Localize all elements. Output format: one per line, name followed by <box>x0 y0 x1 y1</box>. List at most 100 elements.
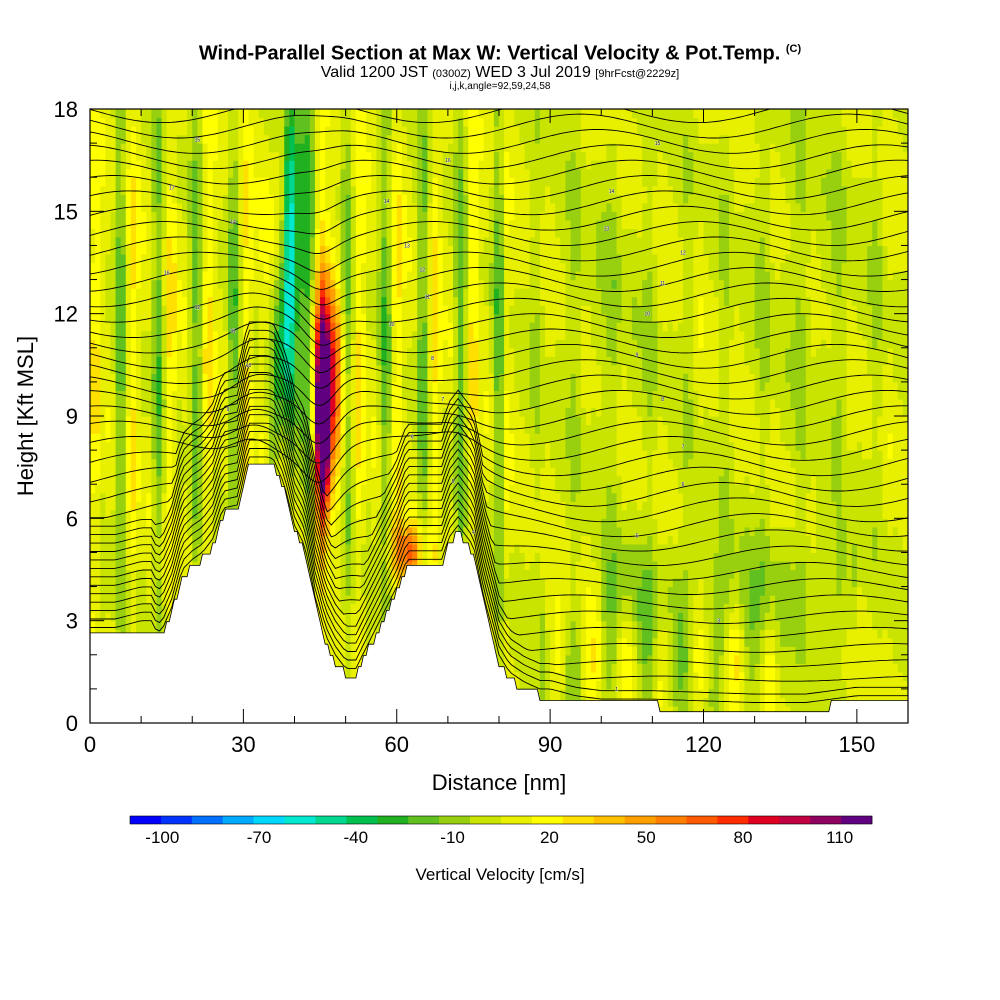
field-cell <box>422 126 429 136</box>
field-cell <box>350 313 357 323</box>
field-cell <box>345 663 352 673</box>
field-cell <box>253 381 260 392</box>
field-cell <box>233 160 239 170</box>
field-cell <box>299 492 306 502</box>
field-cell <box>401 202 408 212</box>
field-cell <box>391 279 398 289</box>
field-cell <box>417 450 423 460</box>
field-cell <box>386 535 393 545</box>
field-cell <box>176 458 183 468</box>
field-cell <box>401 117 408 127</box>
field-cell <box>406 219 413 229</box>
field-cell <box>115 390 122 400</box>
field-cell <box>202 262 209 272</box>
field-cell <box>335 236 342 247</box>
field-cell <box>243 424 250 434</box>
field-cell <box>146 211 152 221</box>
field-cell <box>110 526 117 536</box>
field-cell <box>345 219 352 229</box>
field-cell <box>304 288 311 298</box>
field-cell <box>258 322 265 332</box>
field-cell <box>90 356 96 366</box>
field-cell <box>304 134 311 144</box>
field-cell <box>371 271 377 281</box>
field-cell <box>350 407 357 417</box>
field-cell <box>422 194 429 204</box>
field-cell <box>376 296 383 306</box>
field-cell <box>120 271 127 281</box>
field-cell <box>197 245 204 255</box>
field-cell <box>391 211 398 221</box>
field-cell <box>422 535 429 545</box>
field-cell <box>386 569 393 579</box>
field-cell <box>417 381 423 392</box>
field-cell <box>396 330 403 340</box>
field-cell <box>130 569 137 579</box>
field-cell <box>412 330 418 340</box>
field-cell <box>161 313 168 323</box>
field-cell <box>207 253 214 264</box>
field-cell <box>330 433 336 443</box>
field-cell <box>381 160 388 170</box>
field-cell <box>156 475 163 485</box>
field-cell <box>376 398 383 409</box>
field-cell <box>345 612 352 622</box>
field-cell <box>350 526 357 536</box>
field-cell <box>156 543 163 554</box>
field-cell <box>156 578 163 588</box>
field-cell <box>355 484 362 494</box>
field-cell <box>263 211 270 221</box>
field-cell <box>345 416 352 426</box>
field-cell <box>217 151 224 161</box>
field-cell <box>284 194 290 204</box>
field-cell <box>366 219 372 229</box>
field-cell <box>105 194 112 204</box>
field-cell <box>100 168 106 178</box>
field-cell <box>412 177 418 187</box>
field-cell <box>197 526 204 536</box>
field-cell <box>207 492 214 502</box>
field-cell <box>253 109 260 119</box>
field-cell <box>105 219 112 229</box>
field-cell <box>151 595 158 605</box>
field-cell <box>105 168 112 178</box>
field-cell <box>345 441 352 451</box>
field-cell <box>412 228 418 238</box>
field-cell <box>376 467 383 477</box>
field-cell <box>340 245 347 255</box>
field-cell <box>304 245 311 255</box>
field-cell <box>437 296 444 306</box>
field-cell <box>207 185 214 195</box>
field-cell <box>345 373 352 383</box>
field-cell <box>182 569 188 579</box>
field-cell <box>391 117 398 127</box>
field-cell <box>187 109 193 119</box>
field-cell <box>222 168 229 178</box>
field-cell <box>386 151 393 161</box>
field-cell <box>412 339 418 349</box>
field-cell <box>268 117 275 127</box>
field-cell <box>176 288 183 298</box>
field-cell <box>100 441 106 451</box>
field-cell <box>130 381 137 392</box>
field-cell <box>228 296 234 306</box>
field-cell <box>386 560 393 571</box>
field-cell <box>110 245 117 255</box>
field-cell <box>299 143 306 153</box>
field-cell <box>422 467 429 477</box>
field-cell <box>304 160 311 170</box>
field-cell <box>284 339 290 349</box>
field-cell <box>120 305 127 315</box>
field-cell <box>228 484 234 494</box>
field-cell <box>422 236 429 247</box>
field-cell <box>192 211 198 221</box>
field-cell <box>228 279 234 289</box>
field-cell <box>412 134 418 144</box>
field-cell <box>386 245 393 255</box>
field-cell <box>325 578 331 588</box>
field-cell <box>406 322 413 332</box>
field-cell <box>156 322 163 332</box>
field-cell <box>360 194 367 204</box>
field-cell <box>268 305 275 315</box>
field-cell <box>95 185 101 195</box>
